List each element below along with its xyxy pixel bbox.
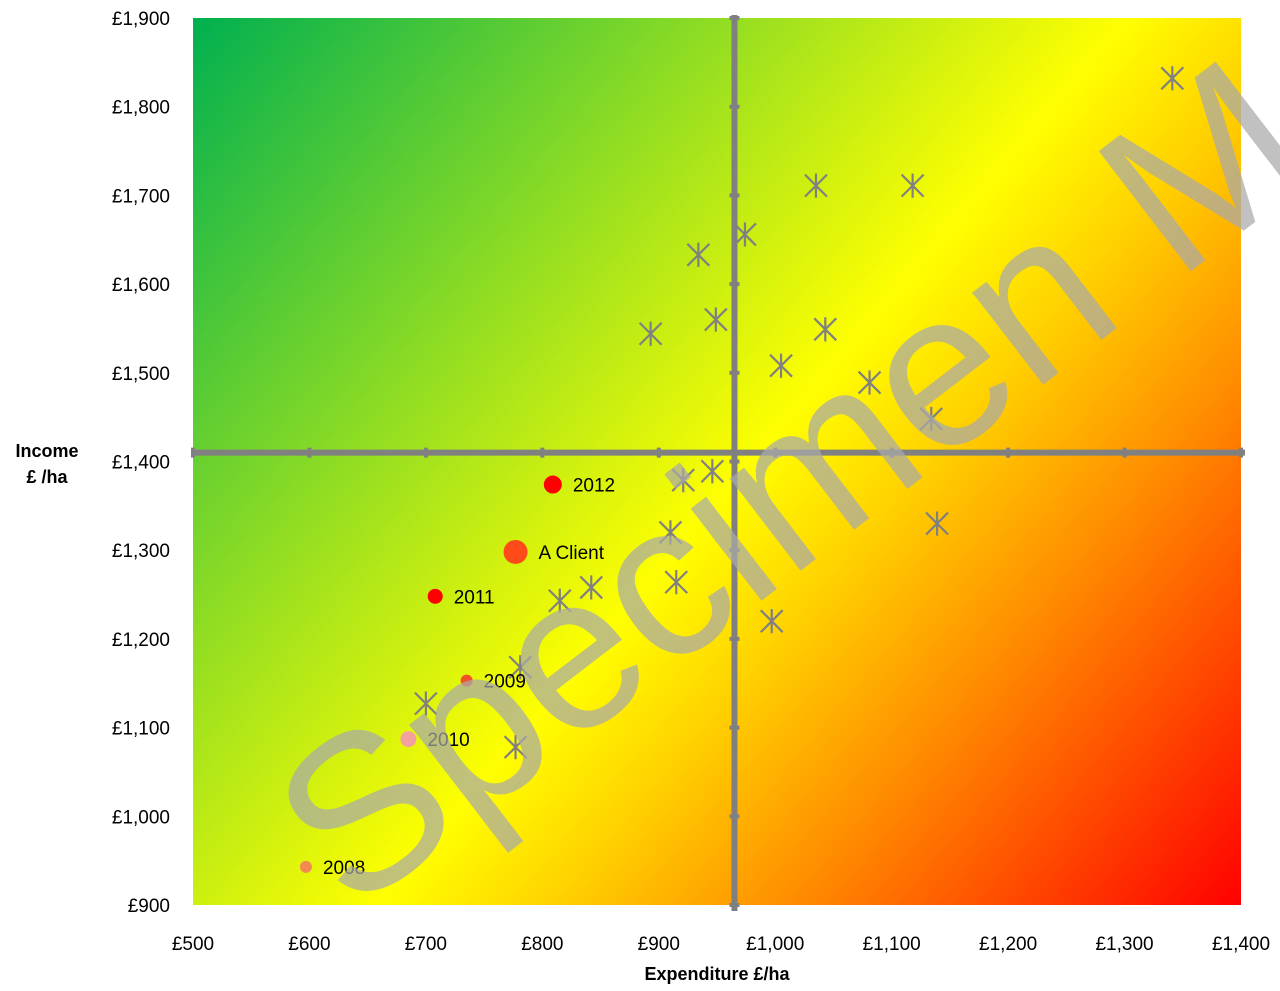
asterisk-marker (1160, 66, 1185, 91)
asterisk-marker (686, 242, 711, 267)
x-tick-label: £1,100 (863, 934, 921, 955)
y-axis-title-line1: Income (15, 441, 78, 461)
x-tick-label: £500 (172, 934, 214, 955)
y-tick-label: £1,200 (112, 630, 170, 651)
y-axis-title-line2: £ /ha (26, 467, 68, 487)
client-point-label: 2012 (573, 476, 615, 497)
client-point-marker (299, 860, 312, 873)
client-point-marker (503, 539, 528, 564)
x-tick-label: £600 (288, 934, 330, 955)
y-axis-ticks: £900 £1,000 £1,100 £1,200 £1,300 £1,400 £1,500… (112, 9, 170, 917)
asterisk-marker (700, 459, 725, 484)
asterisk-marker (900, 173, 925, 198)
asterisk-marker (704, 307, 728, 332)
client-point-label: A Client (539, 543, 605, 564)
asterisk-marker (925, 511, 949, 536)
client-point-marker (543, 475, 562, 494)
x-axis-ticks: £500 £600 £700 £800 £900 £1,000 £1,100 £1,200 £1… (172, 934, 1270, 955)
x-tick-label: £1,300 (1095, 934, 1153, 955)
x-tick-label: £700 (405, 934, 447, 955)
asterisk-marker (857, 370, 882, 395)
y-tick-label: £1,900 (112, 9, 170, 30)
y-tick-label: £900 (128, 896, 170, 917)
client-point-label: 2009 (484, 672, 526, 693)
client-point-label: 2011 (454, 587, 495, 608)
y-tick-label: £1,700 (112, 186, 170, 207)
comparison-points (414, 66, 1185, 760)
plot-area (193, 18, 1241, 905)
asterisk-marker (414, 691, 438, 716)
y-tick-label: £1,300 (112, 541, 170, 562)
client-point-marker (427, 588, 443, 604)
client-point-marker (460, 674, 473, 687)
asterisk-marker (664, 570, 689, 595)
x-tick-label: £1,200 (979, 934, 1037, 955)
asterisk-marker (759, 609, 784, 634)
x-tick-label: £900 (638, 934, 680, 955)
x-tick-label: £800 (521, 934, 563, 955)
client-point-label: 2008 (323, 858, 365, 879)
y-tick-label: £1,100 (112, 719, 170, 740)
asterisk-marker (813, 317, 838, 342)
y-tick-label: £1,600 (112, 275, 170, 296)
asterisk-marker (579, 575, 604, 600)
asterisk-marker (671, 468, 696, 493)
y-tick-label: £1,000 (112, 807, 170, 828)
quadrant-lines (191, 15, 1245, 911)
asterisk-marker (658, 520, 683, 545)
asterisk-marker (804, 173, 828, 198)
asterisk-marker (733, 222, 757, 247)
asterisk-marker (638, 321, 663, 346)
x-axis-title: Expenditure £/ha (644, 964, 790, 984)
asterisk-marker (919, 406, 944, 432)
asterisk-marker (769, 353, 793, 378)
y-tick-label: £1,400 (112, 453, 170, 474)
asterisk-marker (548, 588, 572, 613)
y-tick-label: £1,800 (112, 98, 170, 119)
asterisk-marker (503, 735, 528, 760)
y-tick-label: £1,500 (112, 364, 170, 385)
client-points: 2012 A Client 2011 2009 2010 2008 (299, 475, 615, 879)
x-tick-label: £1,000 (746, 934, 804, 955)
client-point-label: 2010 (427, 730, 469, 751)
x-tick-label: £1,400 (1212, 934, 1270, 955)
client-point-marker (400, 731, 417, 748)
asterisk-marker (508, 655, 532, 680)
